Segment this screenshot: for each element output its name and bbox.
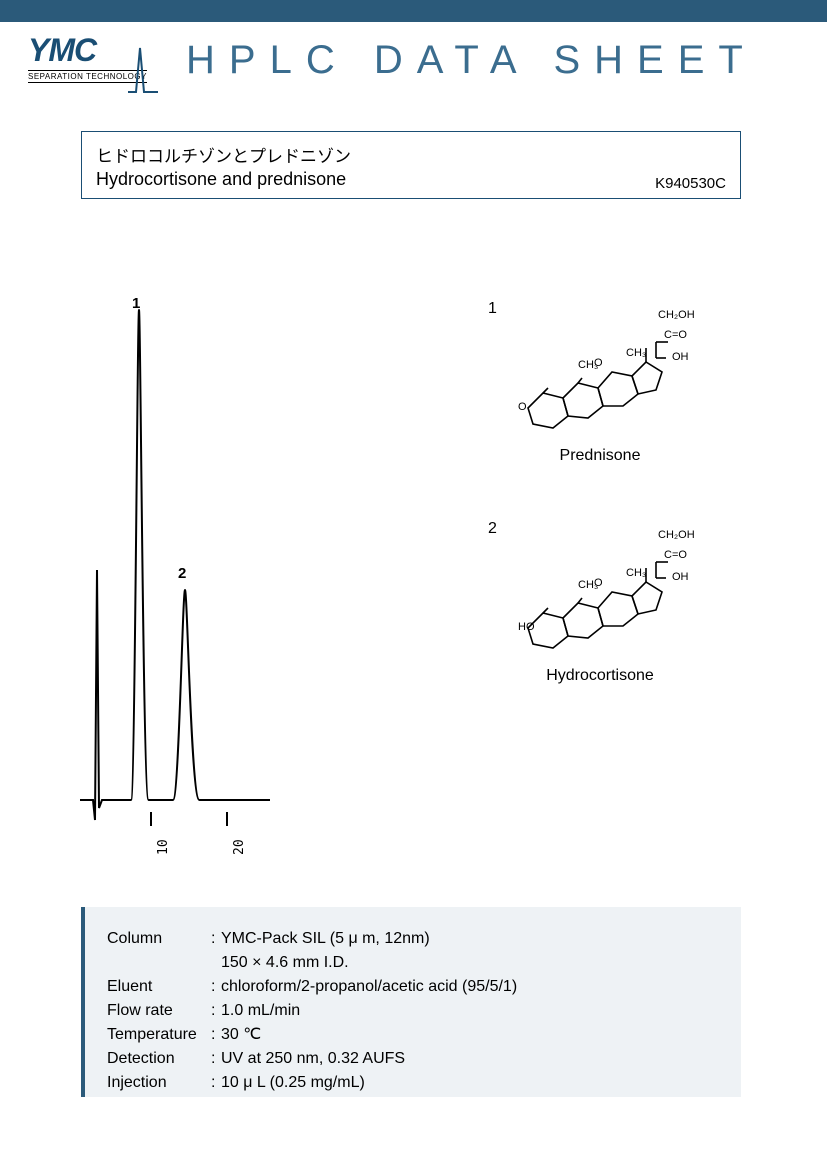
condition-value: 150 × 4.6 mm I.D. (221, 951, 727, 975)
condition-value: 1.0 mL/min (221, 999, 727, 1023)
structure-icon: CH₂OHC=OOHCH₃CH₃HOO (508, 518, 708, 658)
structure-icon: CH₂OHC=OOHCH₃CH₃OO (508, 298, 708, 438)
structure-block: 1CH₂OHC=OOHCH₃CH₃OOPrednisone (490, 298, 708, 465)
condition-colon: : (211, 1047, 221, 1071)
condition-colon: : (211, 975, 221, 999)
condition-colon: : (211, 1071, 221, 1095)
peak-label: 2 (178, 565, 186, 582)
condition-value: UV at 250 nm, 0.32 AUFS (221, 1047, 727, 1071)
svg-text:O: O (594, 357, 603, 369)
document-title: HPLC DATA SHEET (186, 38, 757, 83)
sample-title-box: ヒドロコルチゾンとプレドニゾン Hydrocortisone and predn… (81, 131, 741, 199)
logo-peak-icon (128, 42, 160, 98)
condition-row: Eluent:chloroform/2-propanol/acetic acid… (107, 975, 727, 999)
condition-colon: : (211, 999, 221, 1023)
svg-text:OH: OH (672, 571, 689, 583)
structure-block: 2CH₂OHC=OOHCH₃CH₃HOOHydrocortisone (490, 518, 708, 685)
sample-title-en: Hydrocortisone and prednisone (96, 169, 726, 190)
svg-text:CH₂OH: CH₂OH (658, 529, 695, 541)
condition-label: Eluent (107, 975, 211, 999)
condition-row: Injection:10 μ L (0.25 mg/mL) (107, 1071, 727, 1095)
x-tick (226, 812, 228, 826)
structure-name: Prednisone (500, 447, 700, 465)
svg-text:HO: HO (518, 621, 535, 633)
condition-label: Detection (107, 1047, 211, 1071)
condition-colon: : (211, 1023, 221, 1047)
structure-name: Hydrocortisone (500, 667, 700, 685)
condition-row: Column:YMC-Pack SIL (5 μ m, 12nm) (107, 927, 727, 951)
condition-label: Flow rate (107, 999, 211, 1023)
svg-text:CH₃: CH₃ (626, 347, 646, 359)
condition-colon (211, 951, 221, 975)
x-tick (150, 812, 152, 826)
x-tick-label: 20 (232, 839, 247, 855)
condition-colon: : (211, 927, 221, 951)
condition-label: Column (107, 927, 211, 951)
chromatogram: 121020 (80, 300, 280, 870)
condition-value: YMC-Pack SIL (5 μ m, 12nm) (221, 927, 727, 951)
condition-value: chloroform/2-propanol/acetic acid (95/5/… (221, 975, 727, 999)
sample-title-jp: ヒドロコルチゾンとプレドニゾン (96, 142, 726, 167)
svg-text:O: O (518, 401, 527, 413)
conditions-box: Column:YMC-Pack SIL (5 μ m, 12nm) 150 × … (81, 907, 741, 1097)
svg-text:C=O: C=O (664, 549, 687, 561)
sample-code: K940530C (655, 175, 726, 192)
svg-text:CH₃: CH₃ (626, 567, 646, 579)
svg-text:OH: OH (672, 351, 689, 363)
condition-row: 150 × 4.6 mm I.D. (107, 951, 727, 975)
condition-value: 10 μ L (0.25 mg/mL) (221, 1071, 727, 1095)
structure-number: 1 (488, 300, 497, 318)
svg-text:CH₂OH: CH₂OH (658, 309, 695, 321)
svg-text:O: O (594, 577, 603, 589)
condition-row: Flow rate:1.0 mL/min (107, 999, 727, 1023)
structure-number: 2 (488, 520, 497, 538)
condition-row: Detection:UV at 250 nm, 0.32 AUFS (107, 1047, 727, 1071)
peak-label: 1 (132, 295, 140, 312)
condition-row: Temperature:30 ℃ (107, 1023, 727, 1047)
header-bar (0, 0, 827, 22)
condition-label (107, 951, 211, 975)
x-tick-label: 10 (156, 839, 171, 855)
condition-label: Injection (107, 1071, 211, 1095)
condition-label: Temperature (107, 1023, 211, 1047)
svg-text:C=O: C=O (664, 329, 687, 341)
condition-value: 30 ℃ (221, 1023, 727, 1047)
